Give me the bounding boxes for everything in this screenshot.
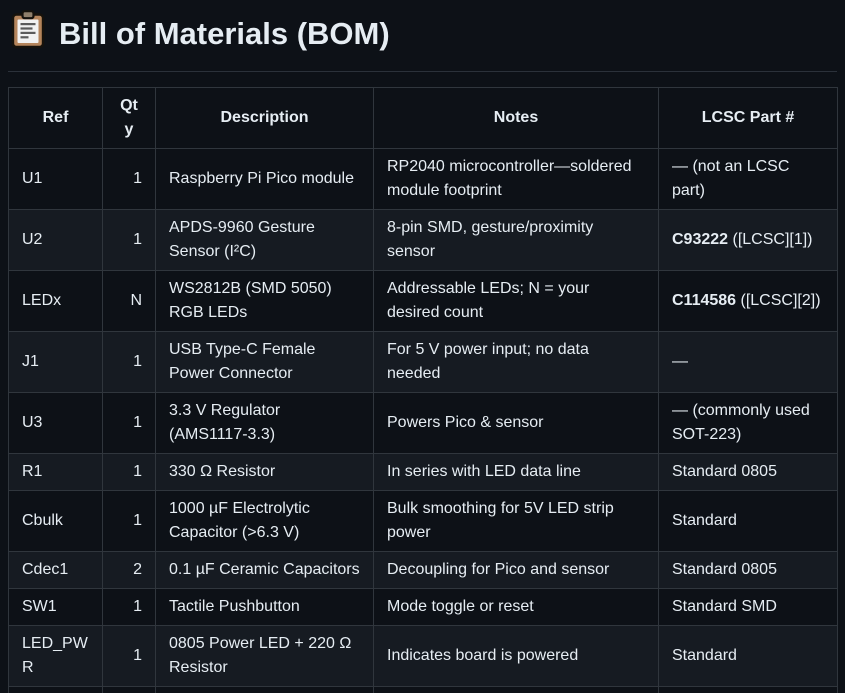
cell-notes: 8-pin SMD, gesture/proximity sensor: [373, 208, 659, 271]
cell-description: WS2812B (SMD 5050) RGB LEDs: [155, 269, 374, 332]
cell-description: 0805 Power LED + 220 Ω Resistor: [155, 624, 374, 687]
cell-description: Raspberry Pi Pico module: [155, 147, 374, 210]
lcsc-part-number: C93222: [672, 230, 729, 248]
cell-notes: Addressable LEDs; N = your desired count: [373, 269, 659, 332]
cell-notes: Powers Pico & sensor: [373, 391, 659, 454]
column-header-ref: Ref: [8, 86, 103, 149]
cell-lcsc-part: Standard: [658, 489, 838, 552]
header-row: Ref Qty Description Notes LCSC Part #: [8, 86, 838, 149]
cell-lcsc-part: —: [658, 685, 838, 693]
cell-lcsc-part: —: [658, 330, 838, 393]
cell-description: 0.1 µF Ceramic Capacitors: [155, 550, 374, 589]
table-row-u2: U2 1 APDS-9960 Gesture Sensor (I²C) 8-pi…: [8, 208, 838, 271]
column-header-lcsc-part: LCSC Part #: [658, 86, 838, 149]
cell-ref: Cbulk: [8, 489, 103, 552]
page-title-text: Bill of Materials (BOM): [59, 16, 390, 51]
column-header-notes: Notes: [373, 86, 659, 149]
table-row-sw1: SW1 1 Tactile Pushbutton Mode toggle or …: [8, 587, 838, 626]
lcsc-part-note: Standard: [672, 511, 737, 529]
cell-ref: LED_PWR: [8, 624, 103, 687]
cell-qty: 2: [102, 550, 156, 589]
cell-qty: 1: [102, 587, 156, 626]
cell-qty: 1: [102, 391, 156, 454]
cell-notes: Bulk smoothing for 5V LED strip power: [373, 489, 659, 552]
lcsc-part-note: —: [672, 352, 688, 370]
cell-notes: RP2040 microcontroller—soldered module f…: [373, 147, 659, 210]
cell-lcsc-part: — (commonly used SOT-223): [658, 391, 838, 454]
cell-notes: For 5 V power input; no data needed: [373, 330, 659, 393]
cell-notes: For mechanical mounting of PCB: [373, 685, 659, 693]
cell-qty: 1: [102, 452, 156, 491]
table-row-mount: MOUNT 4 M3 Mount Holes For mechanical mo…: [8, 685, 838, 693]
cell-ref: U2: [8, 208, 103, 271]
cell-lcsc-part: Standard SMD: [658, 587, 838, 626]
cell-description: 3.3 V Regulator (AMS1117-3.3): [155, 391, 374, 454]
cell-ref: MOUNT: [8, 685, 103, 693]
table-row-j1: J1 1 USB Type-C Female Power Connector F…: [8, 330, 838, 393]
cell-ref: SW1: [8, 587, 103, 626]
table-row-u3: U3 1 3.3 V Regulator (AMS1117-3.3) Power…: [8, 391, 838, 454]
cell-notes: Mode toggle or reset: [373, 587, 659, 626]
table-row-led-pwr: LED_PWR 1 0805 Power LED + 220 Ω Resisto…: [8, 624, 838, 687]
cell-lcsc-part: Standard 0805: [658, 452, 838, 491]
cell-description: 330 Ω Resistor: [155, 452, 374, 491]
table-header: Ref Qty Description Notes LCSC Part #: [8, 86, 838, 149]
cell-lcsc-part: — (not an LCSC part): [658, 147, 838, 210]
cell-ref: J1: [8, 330, 103, 393]
cell-qty: 1: [102, 624, 156, 687]
table-row-cdec1: Cdec1 2 0.1 µF Ceramic Capacitors Decoup…: [8, 550, 838, 589]
cell-qty: 1: [102, 208, 156, 271]
lcsc-part-note: Standard SMD: [672, 597, 777, 615]
lcsc-part-note: Standard 0805: [672, 462, 777, 480]
cell-description: APDS-9960 Gesture Sensor (I²C): [155, 208, 374, 271]
cell-lcsc-part: Standard 0805: [658, 550, 838, 589]
cell-notes: In series with LED data line: [373, 452, 659, 491]
cell-notes: Decoupling for Pico and sensor: [373, 550, 659, 589]
table-row-ledx: LEDx N WS2812B (SMD 5050) RGB LEDs Addre…: [8, 269, 838, 332]
column-header-description: Description: [155, 86, 374, 149]
lcsc-part-note: ([LCSC][1]): [728, 230, 813, 248]
cell-notes: Indicates board is powered: [373, 624, 659, 687]
bom-table: Ref Qty Description Notes LCSC Part # U1…: [8, 86, 838, 693]
cell-ref: R1: [8, 452, 103, 491]
lcsc-part-number: C114586: [672, 291, 737, 309]
cell-qty: 1: [102, 330, 156, 393]
cell-qty: 1: [102, 489, 156, 552]
table-row-u1: U1 1 Raspberry Pi Pico module RP2040 mic…: [8, 147, 838, 210]
cell-qty: 4: [102, 685, 156, 693]
cell-lcsc-part: C93222 ([LCSC][1]): [658, 208, 838, 271]
table-row-r1: R1 1 330 Ω Resistor In series with LED d…: [8, 452, 838, 491]
lcsc-part-note: ([LCSC][2]): [736, 291, 821, 309]
lcsc-part-note: Standard: [672, 646, 737, 664]
cell-ref: LEDx: [8, 269, 103, 332]
lcsc-part-note: — (commonly used SOT-223): [672, 401, 810, 443]
cell-ref: U3: [8, 391, 103, 454]
cell-ref: Cdec1: [8, 550, 103, 589]
table-body: U1 1 Raspberry Pi Pico module RP2040 mic…: [8, 147, 838, 693]
cell-description: Tactile Pushbutton: [155, 587, 374, 626]
column-header-qty: Qty: [102, 86, 156, 149]
clipboard-icon: [10, 10, 46, 59]
cell-qty: N: [102, 269, 156, 332]
cell-qty: 1: [102, 147, 156, 210]
cell-description: USB Type-C Female Power Connector: [155, 330, 374, 393]
lcsc-part-note: Standard 0805: [672, 560, 777, 578]
cell-lcsc-part: Standard: [658, 624, 838, 687]
cell-ref: U1: [8, 147, 103, 210]
cell-description: M3 Mount Holes: [155, 685, 374, 693]
cell-description: 1000 µF Electrolytic Capacitor (>6.3 V): [155, 489, 374, 552]
page-title: Bill of Materials (BOM): [8, 8, 837, 72]
lcsc-part-note: — (not an LCSC part): [672, 157, 790, 199]
cell-lcsc-part: C114586 ([LCSC][2]): [658, 269, 838, 332]
table-row-cbulk: Cbulk 1 1000 µF Electrolytic Capacitor (…: [8, 489, 838, 552]
